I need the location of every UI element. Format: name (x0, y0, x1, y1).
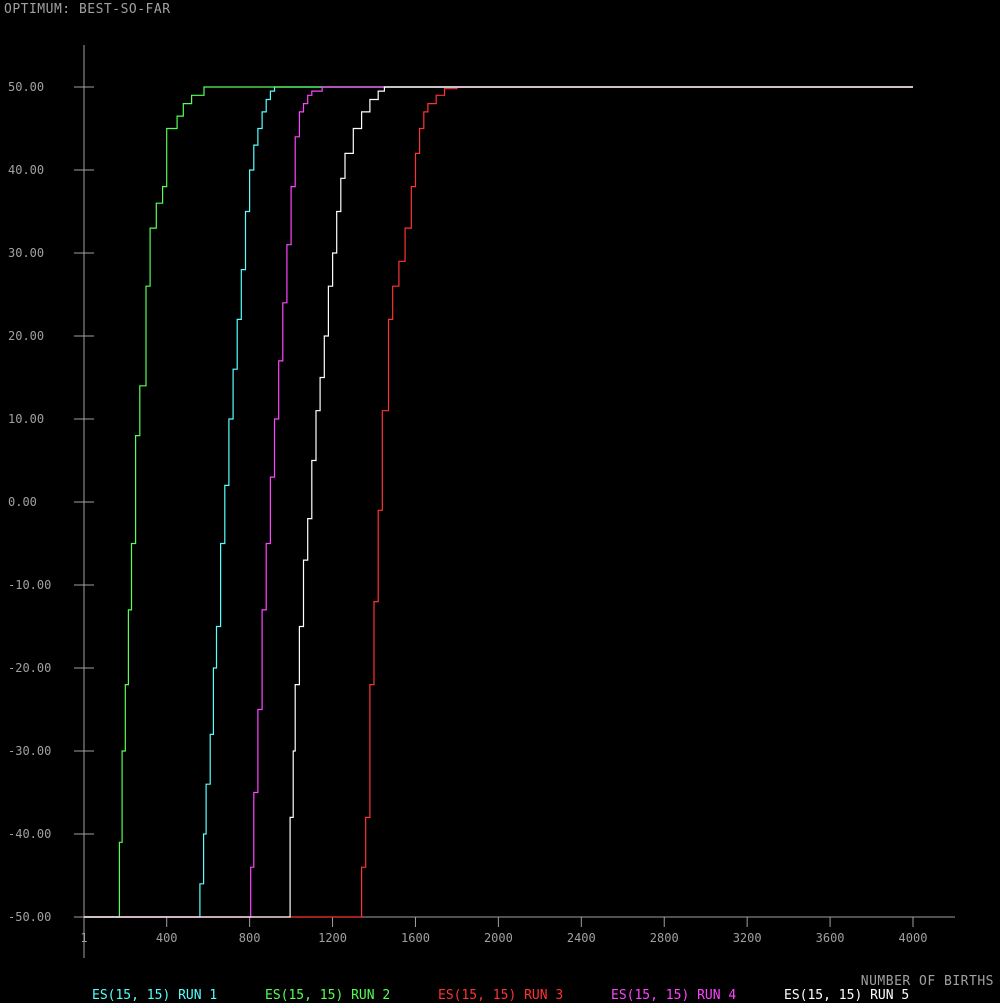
legend-entry-run-4: ES(15, 15) RUN 4 (611, 988, 737, 1003)
series-line-run-3 (84, 86, 913, 918)
x-axis-label: NUMBER OF BIRTHS (860, 974, 994, 989)
y-tick-label: -40.00 (8, 827, 51, 841)
y-tick-label: -30.00 (8, 744, 51, 758)
x-tick-label: 3200 (733, 931, 762, 945)
series-line-run-1 (84, 86, 913, 918)
axes: 50.00 40.00 30.00 20.00 10.00 0.00 -10.00 -20.0… (8, 45, 955, 958)
x-tick-label: 4000 (899, 931, 928, 945)
x-tick-label: 1600 (401, 931, 430, 945)
x-tick-label: 1200 (318, 931, 347, 945)
y-tick-label: -50.00 (8, 910, 51, 924)
y-tick-label: 40.00 (8, 163, 44, 177)
x-tick-label: 2000 (484, 931, 513, 945)
series-line-run-4 (84, 86, 913, 918)
y-tick-label: 10.00 (8, 412, 44, 426)
y-tick-label: 30.00 (8, 246, 44, 260)
series-line-run-5 (84, 86, 913, 918)
legend-entry-run-1: ES(15, 15) RUN 1 (92, 988, 218, 1003)
chart-title: OPTIMUM: BEST-SO-FAR (4, 2, 171, 17)
legend: ES(15, 15) RUN 1 ES(15, 15) RUN 2 ES(15,… (0, 988, 1000, 1003)
x-tick-label: 3600 (816, 931, 845, 945)
legend-entry-run-5: ES(15, 15) RUN 5 (784, 988, 910, 1003)
legend-entry-run-2: ES(15, 15) RUN 2 (265, 988, 391, 1003)
x-tick-label: 1 (80, 931, 87, 945)
series-line-run-2 (84, 86, 913, 918)
x-tick-label: 2800 (650, 931, 679, 945)
y-tick-label: -20.00 (8, 661, 51, 675)
x-tick-label: 2400 (567, 931, 596, 945)
x-tick-label: 400 (156, 931, 178, 945)
y-tick-label: -10.00 (8, 578, 51, 592)
y-tick-label: 0.00 (8, 495, 37, 509)
y-tick-label: 50.00 (8, 80, 44, 94)
plot-lines (84, 86, 913, 918)
x-tick-label: 800 (239, 931, 261, 945)
legend-entry-run-3: ES(15, 15) RUN 3 (438, 988, 564, 1003)
y-tick-label: 20.00 (8, 329, 44, 343)
